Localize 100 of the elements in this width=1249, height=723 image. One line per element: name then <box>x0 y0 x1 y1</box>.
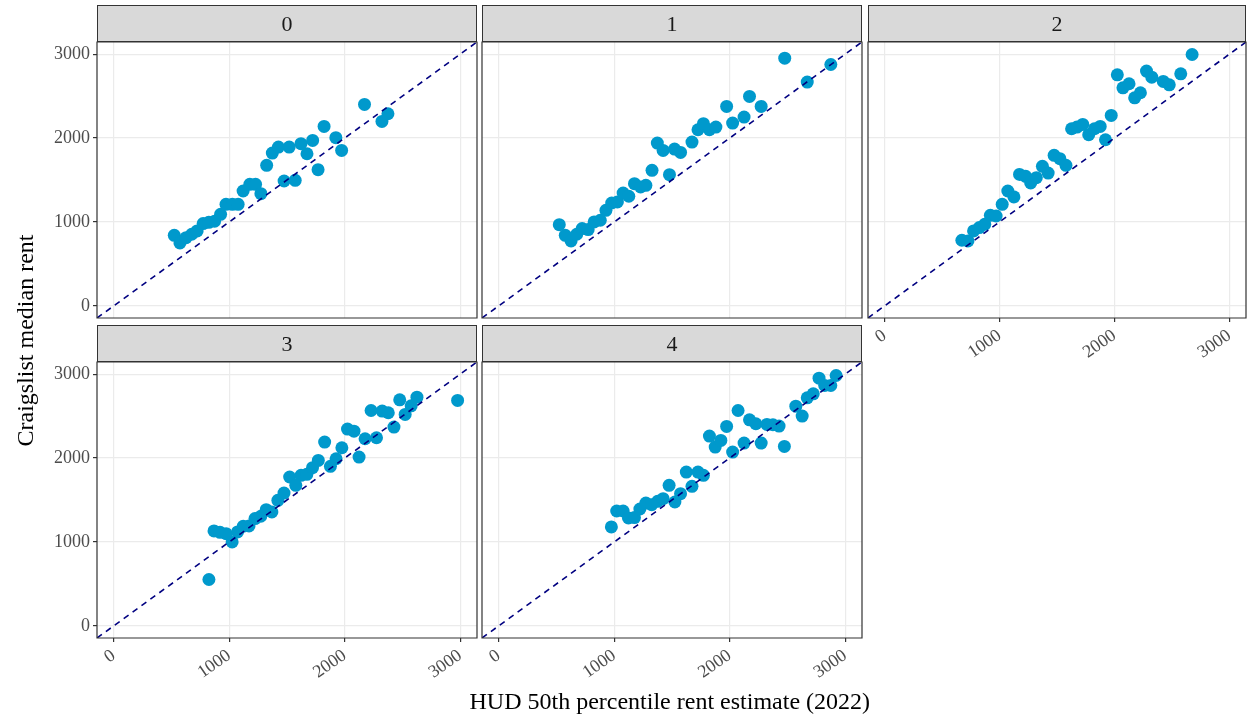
point <box>1122 77 1136 91</box>
x-tick-label: 1000 <box>193 644 235 682</box>
point <box>720 99 734 113</box>
point <box>674 487 688 501</box>
point <box>260 158 274 172</box>
x-tick-label: 2000 <box>1078 324 1120 362</box>
point <box>1162 78 1176 92</box>
chart-title: 3 <box>97 325 477 362</box>
point <box>978 217 992 231</box>
chart-title: 1 <box>482 5 862 42</box>
point <box>358 97 371 111</box>
point <box>271 140 285 154</box>
point <box>1110 68 1124 82</box>
point <box>645 163 659 177</box>
point <box>679 465 693 479</box>
point <box>731 403 745 417</box>
chart-title: 2 <box>868 5 1246 42</box>
point <box>352 450 366 464</box>
x-tick-label: 2000 <box>693 644 735 682</box>
y-tick-label: 1000 <box>54 530 90 551</box>
y-tick-label: 3000 <box>54 362 90 383</box>
point <box>254 187 268 201</box>
point <box>749 417 763 431</box>
point <box>806 387 820 401</box>
point <box>1007 190 1021 204</box>
point <box>685 135 699 149</box>
point <box>1145 70 1159 84</box>
point <box>1029 171 1043 185</box>
point <box>777 439 791 453</box>
x-tick-label: 3000 <box>1193 324 1235 362</box>
point <box>1059 158 1073 172</box>
x-tick-label: 0 <box>870 324 890 347</box>
y-tick-label: 0 <box>81 614 90 635</box>
point <box>329 131 343 145</box>
point <box>381 107 395 121</box>
point <box>364 403 378 417</box>
point <box>1093 119 1107 133</box>
point <box>335 143 349 157</box>
point <box>1098 133 1112 147</box>
point <box>393 393 407 407</box>
point <box>743 89 756 103</box>
y-tick-label: 0 <box>81 294 90 315</box>
point <box>318 435 332 449</box>
point <box>829 369 843 383</box>
point <box>795 409 809 423</box>
point <box>778 51 792 65</box>
chart-title: 4 <box>482 325 862 362</box>
point <box>202 573 216 587</box>
point <box>754 99 768 113</box>
x-tick-label: 3000 <box>809 644 851 682</box>
point <box>370 431 384 445</box>
point <box>662 168 676 182</box>
point <box>726 445 740 459</box>
point <box>214 207 228 221</box>
point <box>347 424 361 438</box>
point <box>300 147 314 161</box>
point <box>381 406 395 420</box>
point <box>1041 166 1055 180</box>
x-axis-title: HUD 50th percentile rent estimate (2022) <box>469 688 871 715</box>
point <box>1133 86 1147 100</box>
point <box>294 137 308 151</box>
point <box>1076 117 1090 131</box>
point <box>552 218 566 232</box>
point <box>824 57 838 71</box>
point <box>311 453 325 467</box>
point <box>726 116 740 130</box>
point <box>674 145 688 159</box>
point <box>1185 48 1199 61</box>
point <box>288 173 302 187</box>
point <box>317 119 331 133</box>
point <box>410 390 424 404</box>
point <box>311 163 325 177</box>
point <box>702 429 716 443</box>
x-tick-label: 0 <box>484 644 504 667</box>
point <box>1104 108 1118 122</box>
y-tick-label: 2000 <box>54 446 90 467</box>
point <box>306 133 320 147</box>
point <box>754 436 768 450</box>
point <box>720 419 734 433</box>
point <box>1174 67 1188 81</box>
point <box>604 520 618 534</box>
point <box>656 492 670 506</box>
point <box>662 478 676 492</box>
point <box>289 478 303 492</box>
point <box>714 433 728 447</box>
x-tick-label: 1000 <box>963 324 1005 362</box>
y-axis-title: Craigslist median rent <box>12 234 40 446</box>
point <box>995 197 1009 211</box>
point <box>622 189 636 203</box>
x-tick-label: 2000 <box>308 644 350 682</box>
x-tick-label: 3000 <box>424 644 466 682</box>
point <box>709 120 723 134</box>
x-tick-label: 0 <box>99 644 119 667</box>
point <box>593 213 607 227</box>
point <box>282 140 296 154</box>
point <box>277 486 291 500</box>
y-tick-label: 1000 <box>54 210 90 231</box>
point <box>335 441 349 455</box>
y-tick-label: 2000 <box>54 126 90 147</box>
point <box>451 393 465 407</box>
